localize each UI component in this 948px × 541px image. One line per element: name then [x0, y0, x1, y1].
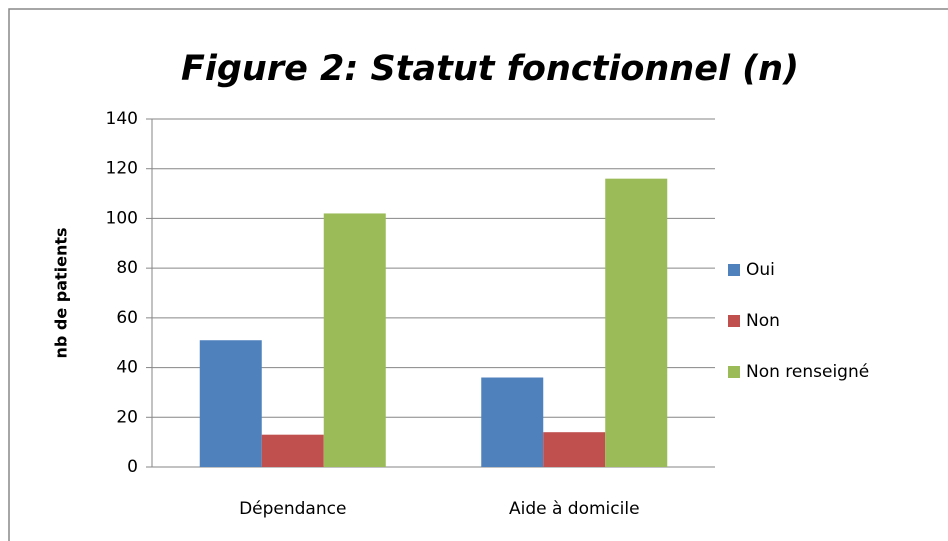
x-tick-label: Dépendance [239, 499, 346, 519]
chart-frame [8, 8, 948, 541]
legend-label: Oui [746, 260, 775, 280]
y-tick-label: 20 [116, 407, 138, 427]
chart-title: Figure 2: Statut fonctionnel (n) [181, 49, 799, 89]
y-tick-label: 0 [127, 457, 138, 477]
y-tick-label: 100 [106, 208, 138, 228]
bar [605, 178, 668, 467]
bar [261, 434, 324, 467]
y-tick-label: 60 [116, 308, 138, 328]
legend-label: Non renseigné [746, 362, 869, 382]
y-axis-label: nb de patients [52, 227, 71, 358]
y-tick-label: 140 [106, 109, 138, 129]
y-tick-label: 80 [116, 258, 138, 278]
y-tick-label: 40 [116, 358, 138, 378]
legend-swatch [728, 315, 740, 327]
bar [481, 377, 544, 467]
bar [323, 213, 386, 467]
legend-swatch [728, 366, 740, 378]
y-tick-label: 120 [106, 159, 138, 179]
legend-swatch [728, 264, 740, 276]
bar [543, 432, 606, 467]
legend-label: Non [746, 311, 780, 331]
x-tick-label: Aide à domicile [509, 499, 640, 519]
bar [199, 340, 262, 467]
